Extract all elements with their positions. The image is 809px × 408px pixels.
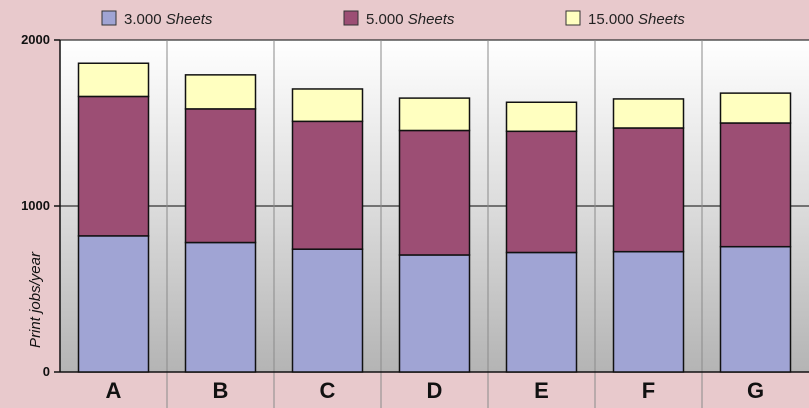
- x-tick-label-D: D: [427, 378, 443, 403]
- bar-F-series-1: [612, 127, 685, 253]
- bars: [77, 62, 792, 373]
- legend: 3.000 Sheets 5.000 Sheets 15.000 Sheets: [101, 10, 685, 28]
- legend-label-2: 15.000 Sheets: [588, 11, 685, 28]
- bar-B-series-1: [184, 108, 257, 244]
- x-tick-label-A: A: [106, 378, 122, 403]
- y-tick-label-0: 0: [43, 364, 50, 379]
- legend-label-1: 5.000 Sheets: [366, 11, 455, 28]
- bar-E-series-2: [505, 101, 578, 133]
- bar-F-series-2: [612, 98, 685, 129]
- bar-C-series-1: [291, 120, 364, 250]
- x-tick-label-B: B: [213, 378, 229, 403]
- x-tick-label-G: G: [747, 378, 764, 403]
- legend-label-0: 3.000 Sheets: [124, 11, 213, 28]
- bar-D-series-1: [398, 129, 471, 256]
- bar-A-series-2: [77, 62, 150, 98]
- bar-F-series-0: [612, 250, 685, 373]
- legend-swatch-1: [343, 10, 359, 26]
- bar-B-series-0: [184, 241, 257, 373]
- bar-C-series-2: [291, 88, 364, 123]
- x-tick-label-F: F: [642, 378, 655, 403]
- legend-swatch-0: [101, 10, 117, 26]
- bar-G-series-1: [719, 122, 792, 248]
- bar-G-series-0: [719, 245, 792, 373]
- y-tick-label-2: 2000: [21, 32, 50, 47]
- bar-E-series-0: [505, 251, 578, 373]
- y-axis-ticks: 0 1000 2000: [21, 32, 60, 379]
- bar-C-series-0: [291, 248, 364, 373]
- bar-B-series-2: [184, 74, 257, 110]
- bar-A-series-0: [77, 235, 150, 373]
- x-axis-ticks: A B C D E F G: [106, 378, 765, 403]
- bar-D-series-0: [398, 254, 471, 373]
- y-tick-label-1: 1000: [21, 198, 50, 213]
- bar-E-series-1: [505, 130, 578, 254]
- x-tick-label-C: C: [320, 378, 336, 403]
- legend-swatch-2: [565, 10, 581, 26]
- bar-A-series-1: [77, 95, 150, 237]
- bar-G-series-2: [719, 92, 792, 124]
- y-axis-label: Print jobs/year: [27, 251, 44, 348]
- bar-D-series-2: [398, 97, 471, 132]
- x-tick-label-E: E: [534, 378, 549, 403]
